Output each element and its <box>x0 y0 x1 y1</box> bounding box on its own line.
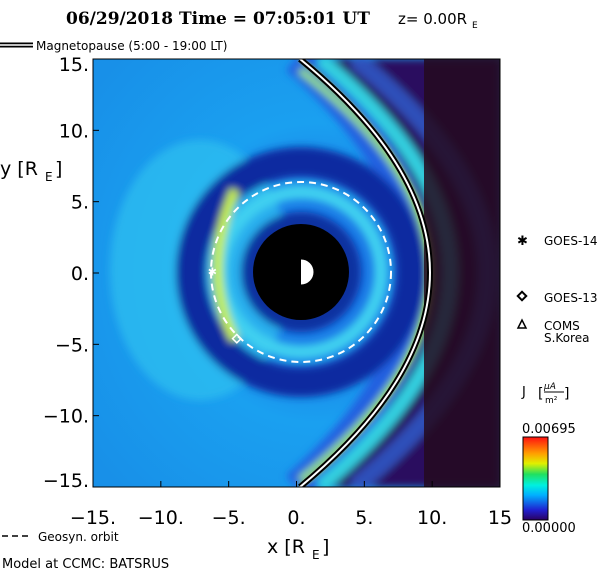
x-tick-label: −15. <box>70 507 116 529</box>
colorbar-unit-den: m² <box>545 396 558 406</box>
goes14-label: GOES-14 <box>544 234 598 248</box>
diamond-icon <box>516 290 528 302</box>
x-axis-label-sub: E <box>312 548 320 562</box>
x-tick-label: 5. <box>355 507 373 529</box>
y-tick-label: −5. <box>55 334 89 356</box>
heatmap-field <box>93 59 500 487</box>
satellite-legend: ✱ GOES-14 GOES-13 COMS S.Korea <box>516 234 598 345</box>
y-tick-label: 5. <box>71 192 89 214</box>
satellite-marker-goes13 <box>231 333 243 344</box>
bracket-open: [ <box>538 386 543 402</box>
y-axis-label-sub: E <box>45 170 53 184</box>
y-tick-label: 15. <box>59 54 89 76</box>
colorbar-unit-num: µA <box>543 382 556 392</box>
asterisk-icon: ✱ <box>517 234 528 249</box>
x-tick-label: 0. <box>287 507 305 529</box>
colorbar-min: 0.00000 <box>522 521 576 536</box>
y-tick-label: −10. <box>43 406 89 428</box>
geosync-orbit <box>210 181 392 363</box>
coms-label-2: S.Korea <box>544 331 589 345</box>
goes13-label: GOES-13 <box>544 291 598 305</box>
triangle-icon <box>516 318 528 329</box>
title-z-sub: E <box>472 21 478 31</box>
x-tick-label: −10. <box>138 507 184 529</box>
magnetopause-legend-label: Magnetopause (5:00 - 19:00 LT) <box>36 39 227 53</box>
geosync-legend-label: Geosyn. orbit <box>38 530 119 544</box>
colorbar-label: J <box>521 385 526 400</box>
x-tick-label: −5. <box>212 507 246 529</box>
coms-label: COMS <box>544 319 580 333</box>
x-tick-label: 10. <box>417 507 447 529</box>
model-credit: Model at CCMC: BATSRUS <box>2 557 169 572</box>
y-tick-label: 0. <box>71 263 89 285</box>
colorbar-max: 0.00695 <box>522 422 576 437</box>
satellite-marker-goes14: ✱ <box>208 266 217 279</box>
chart-title: 06/29/2018 Time = 07:05:01 UT <box>66 9 370 29</box>
y-axis-label: y [R <box>0 158 38 180</box>
x-tick-label: 15 <box>488 507 512 529</box>
y-tick-label: 10. <box>59 120 89 142</box>
y-axis-label-end: ] <box>55 158 62 180</box>
colorbar-gradient <box>522 436 549 521</box>
title-z: z= 0.00R <box>398 10 467 28</box>
x-axis-label: x [R <box>267 536 305 558</box>
bracket-close: ] <box>564 386 569 402</box>
y-tick-label: −15. <box>43 470 89 492</box>
colorbar: J [ µA m² ] 0.00695 0.00000 <box>521 382 576 536</box>
x-axis-label-end: ] <box>322 536 329 558</box>
